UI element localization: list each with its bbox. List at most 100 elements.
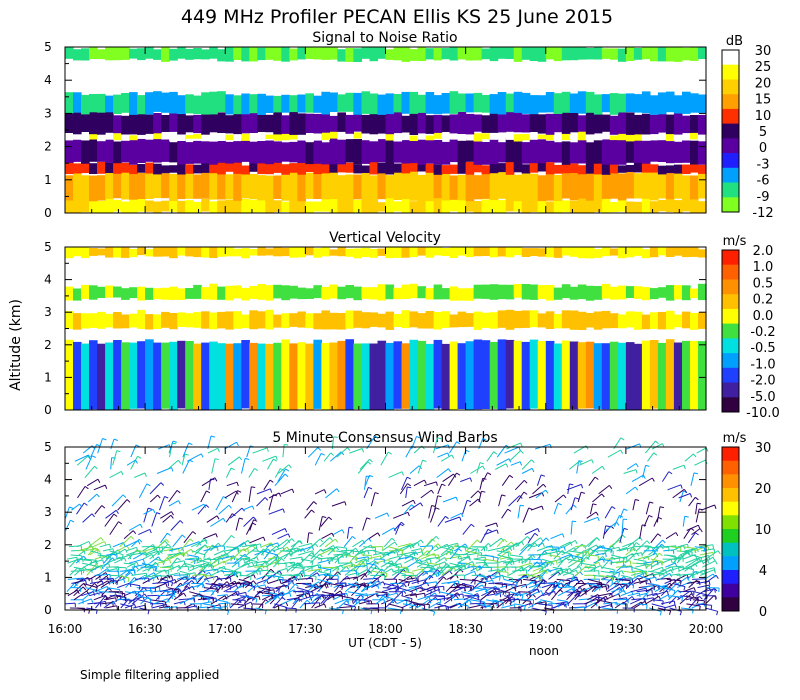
wind-barb	[357, 461, 369, 474]
cell-snr	[297, 172, 306, 202]
wind-barb	[181, 548, 192, 556]
cell-snr	[553, 93, 563, 114]
cell-vv	[361, 343, 371, 410]
wind-barb-flag	[181, 534, 186, 538]
wind-barb-flag	[121, 554, 124, 559]
wind-barb	[262, 550, 278, 556]
cell-snr	[593, 163, 603, 175]
cell-snr	[665, 114, 675, 135]
cell-vv	[241, 248, 250, 259]
wind-barb	[98, 578, 114, 580]
wind-barb-flag	[404, 574, 407, 579]
wind-barb	[375, 559, 390, 564]
cell-snr	[505, 197, 515, 212]
wind-barb	[645, 584, 658, 593]
wind-barb	[393, 521, 402, 531]
cell-snr	[161, 133, 170, 140]
cell-vv	[649, 340, 659, 409]
wind-barb-flag	[453, 473, 457, 478]
wind-barb	[433, 543, 448, 552]
wind-barb-flag	[314, 586, 317, 591]
cell-vv	[577, 284, 587, 300]
wind-barb	[611, 534, 623, 548]
y-tick-label: 0	[44, 206, 52, 220]
colorbar-swatch	[722, 79, 739, 95]
wind-barb-flag	[611, 577, 614, 582]
wind-barb	[503, 578, 518, 584]
cell-snr	[337, 201, 346, 213]
cell-vv	[433, 284, 443, 300]
cell-snr	[249, 112, 258, 133]
wind-barb-flag	[401, 521, 405, 526]
wind-barb-flag	[397, 566, 400, 571]
cell-snr	[233, 112, 242, 135]
wind-barb-flag	[528, 507, 533, 510]
wind-barb	[473, 587, 488, 591]
wind-barb-flag	[437, 586, 441, 591]
wind-barb-flag	[616, 521, 620, 526]
wind-barb	[664, 545, 677, 548]
cell-snr	[385, 164, 395, 175]
cell-snr	[209, 201, 218, 213]
wind-barb	[318, 516, 323, 531]
wind-barb	[522, 593, 534, 605]
cell-snr	[153, 137, 162, 163]
wind-barb	[401, 499, 414, 507]
cell-snr	[521, 199, 531, 213]
cell-vv	[225, 311, 234, 330]
wind-barb-flag	[668, 471, 673, 475]
wind-barb	[288, 583, 296, 593]
wind-barb-flag	[433, 611, 436, 616]
cell-snr	[249, 199, 258, 213]
wind-barb-flag	[592, 503, 597, 506]
wind-barb-flag	[227, 610, 230, 615]
cell-snr	[265, 161, 274, 175]
wind-barb	[77, 546, 93, 552]
wind-barb-flag	[307, 590, 310, 596]
wind-barb-flag	[435, 507, 440, 510]
wind-barb	[651, 539, 663, 552]
cell-snr	[649, 164, 659, 173]
cell-snr	[369, 161, 379, 175]
cell-snr	[649, 132, 659, 139]
cell-vv	[609, 248, 619, 256]
wind-barb-flag	[407, 581, 410, 587]
cell-snr	[417, 174, 427, 201]
cell-snr	[377, 47, 387, 59]
wind-barb	[587, 594, 599, 601]
cell-snr	[601, 139, 611, 165]
wind-barb-flag	[657, 533, 662, 537]
cell-snr	[377, 133, 387, 139]
cell-snr	[441, 197, 451, 213]
wind-barb-flag	[703, 547, 706, 552]
wind-barb	[106, 587, 120, 591]
wind-barb	[685, 596, 698, 601]
cell-vv	[249, 310, 258, 330]
cell-snr	[321, 132, 330, 140]
wind-barb	[173, 576, 186, 584]
wind-barb	[360, 570, 369, 580]
wind-barb	[254, 548, 269, 556]
cell-vv	[329, 342, 338, 410]
wind-barb-flag	[294, 576, 298, 582]
cell-snr	[609, 161, 619, 174]
wind-barb	[179, 570, 191, 575]
cell-snr	[257, 47, 266, 61]
cell-snr	[193, 114, 202, 134]
wind-barb	[447, 472, 458, 486]
cell-vv	[257, 343, 266, 410]
cell-snr	[425, 135, 435, 141]
wind-barb	[111, 494, 124, 507]
wind-barb-flag	[492, 590, 496, 595]
cell-snr	[601, 171, 611, 199]
cell-snr	[193, 48, 202, 60]
colorbar-label: 0.0	[753, 309, 774, 324]
cell-snr	[265, 199, 274, 213]
cell-snr	[698, 201, 707, 213]
wind-barb-flag	[618, 572, 620, 577]
wind-barb-flag	[207, 598, 210, 603]
wind-barb	[321, 532, 333, 540]
wind-barb-flag	[116, 581, 119, 586]
wind-barb	[107, 578, 118, 582]
wind-barb-flag	[355, 547, 359, 552]
